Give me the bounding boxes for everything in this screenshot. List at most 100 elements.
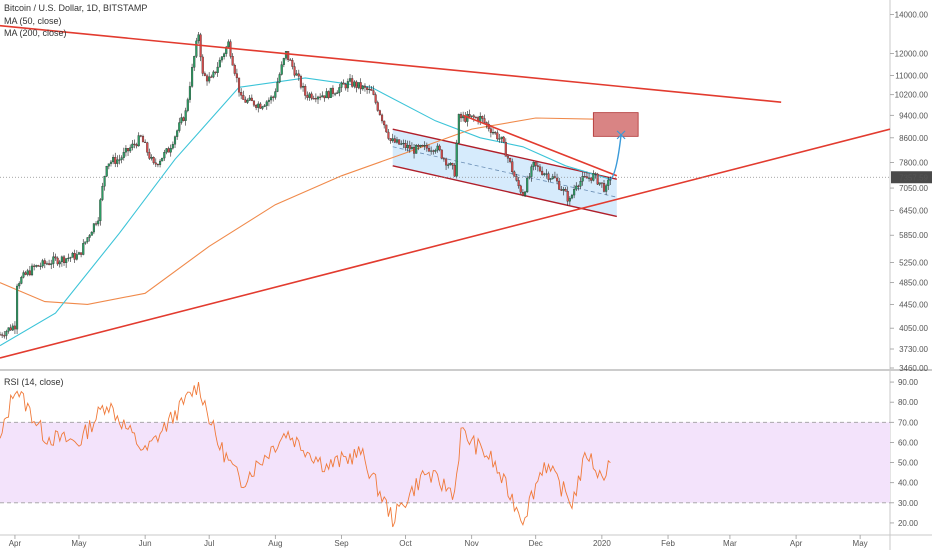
support-trendline[interactable] [0,128,891,359]
candle-body [511,161,514,173]
candle-body [152,157,155,163]
candle-body [148,152,151,159]
rsi-tick-label: 90.00 [898,378,919,387]
candle-body [257,103,260,108]
candle-body [233,64,236,74]
candle-body [588,177,591,179]
time-tick-label: Jun [139,539,152,548]
candle-body [331,87,334,94]
candle-body [186,99,189,111]
candle-body [517,180,520,187]
candle-body [491,132,495,134]
rsi-tick-label: 50.00 [898,459,919,468]
candle-body [299,75,302,88]
resistance-trendline[interactable] [0,24,782,104]
candle-body [276,81,279,92]
candle-body [523,191,527,196]
wedge-top-trendline[interactable] [462,114,618,177]
candle-body [69,257,72,259]
candle-body [368,88,371,90]
candle-body [201,56,204,74]
candle-body [470,115,473,117]
candle-body [244,99,247,103]
candle-body [344,84,347,89]
candle-body [393,138,396,143]
target-zone-box[interactable] [592,112,639,137]
candle-body [267,99,270,102]
candle-body [400,143,403,145]
candle-body [425,145,428,149]
time-tick-label: Nov [465,539,479,548]
candle-body [432,150,435,152]
time-tick-label: Jul [204,539,214,548]
candle-body [402,142,405,145]
candle-body [498,138,501,140]
candle-body [103,176,106,187]
channel-lower-line[interactable] [392,165,617,218]
candle-body [231,56,234,66]
candle-body [598,182,601,185]
candle-body [82,243,85,255]
candle-body [395,139,399,143]
candle-body [419,145,422,147]
price-tick-label: 7050.00 [899,184,928,193]
candle-body [532,161,535,167]
candle-body [41,260,44,267]
candle-body [451,163,454,166]
candle-body [391,138,394,141]
candle-body [600,182,603,184]
candle-body [430,150,433,152]
candle-body [353,81,356,87]
candle-body [293,66,296,76]
candle-body [227,41,230,48]
candle-body [607,179,610,186]
candle-body [137,135,140,147]
candle-body [590,177,593,181]
candle-body [120,157,123,160]
candle-body [398,139,401,145]
candle-body [94,223,98,225]
candle-body [453,165,456,177]
candle-body [385,124,388,133]
candle-body [90,231,93,236]
candle-body [156,164,159,166]
candle-body [389,138,392,141]
candle-body [474,117,477,119]
candle-body [312,98,315,100]
candle-body [406,144,409,148]
channel-fill [392,129,617,217]
candle-body [413,147,416,154]
candle-body [577,185,580,187]
candle-body [348,78,352,82]
candle-body [9,327,12,331]
candle-body [291,60,294,67]
candle-body [378,110,381,116]
candle-body [449,163,452,165]
candle-body [374,94,377,103]
candle-body [410,147,413,150]
channel-mid-line [392,146,617,198]
candle-body [387,131,390,139]
candle-body [287,51,290,60]
candle-body [92,223,95,233]
candle-body [237,77,241,93]
candle-body [218,59,221,68]
channel-upper-line[interactable] [392,128,617,180]
projection-arrow[interactable] [609,134,622,180]
candle-body [278,74,281,83]
candle-body [101,185,104,200]
candle-body [302,86,305,88]
candle-body [178,122,181,131]
candle-body [193,56,196,68]
candle-body [421,145,424,147]
candle-body [556,177,559,182]
candle-body [112,157,115,163]
time-tick-label: Dec [529,539,543,548]
candle-body [366,87,369,90]
candle-body [436,145,439,151]
candle-body [3,335,6,337]
rsi-tick-label: 70.00 [898,418,919,427]
price-tick-label: 4850.00 [899,279,928,288]
candle-body [18,283,21,287]
